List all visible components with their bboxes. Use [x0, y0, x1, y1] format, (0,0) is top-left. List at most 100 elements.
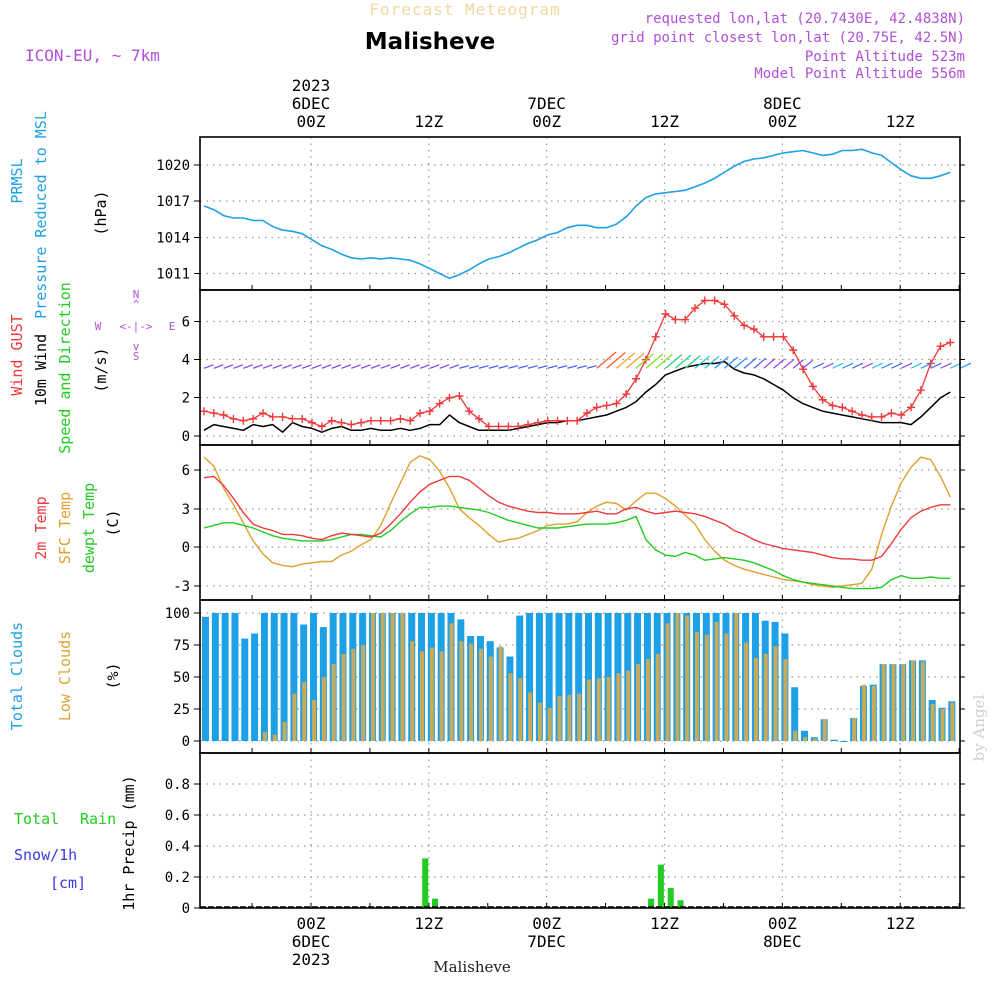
compass-down: v	[133, 340, 140, 353]
wind-arrow	[910, 362, 923, 369]
pressure-label-1: PRMSL	[8, 158, 26, 203]
precip-cm-label: [cm]	[50, 874, 86, 892]
wind-arrow	[684, 355, 701, 369]
total-clouds-bar	[840, 741, 848, 742]
wind-arrow	[459, 365, 470, 369]
total-clouds-bar	[280, 613, 288, 741]
low-clouds-bar	[498, 646, 503, 741]
watermark: by Angel	[970, 694, 988, 761]
pressure-unit: (hPa)	[92, 190, 110, 235]
gust-marker	[582, 409, 591, 418]
gust-marker	[308, 418, 317, 427]
gust-marker	[789, 346, 798, 355]
low-clouds-bar	[596, 678, 601, 741]
total-clouds-bar	[231, 613, 239, 741]
wind-arrow	[419, 364, 430, 369]
time-label-bottom: 6DEC	[292, 932, 331, 951]
wind-arrow	[606, 351, 626, 369]
wind-arrow	[743, 357, 757, 369]
low-clouds-bar	[370, 613, 375, 741]
time-label-top: 12Z	[886, 112, 915, 131]
low-clouds-bar	[341, 653, 346, 741]
total-clouds-bar	[575, 613, 583, 741]
gust-marker	[455, 391, 464, 400]
low-clouds-bar	[783, 659, 788, 741]
gust-marker	[573, 416, 582, 425]
total-clouds-bar	[545, 613, 553, 741]
time-label-top: 2023	[292, 76, 331, 95]
time-label-top: 7DEC	[527, 94, 566, 113]
low-clouds-label: Low Clouds	[56, 631, 74, 721]
total-clouds-bar	[270, 613, 278, 741]
low-clouds-bar	[537, 702, 542, 741]
precip-bar	[422, 858, 429, 908]
wind-arrow	[674, 354, 692, 369]
gust-marker	[720, 300, 729, 309]
total-clouds-bar	[565, 613, 573, 741]
time-label-bottom: 8DEC	[763, 932, 802, 951]
total-clouds-bar	[241, 638, 249, 741]
wind-arrow	[635, 353, 654, 369]
low-clouds-bar	[803, 737, 808, 741]
y-tick-label: 1017	[156, 194, 190, 210]
panel-frame	[199, 136, 961, 291]
wind-arrow	[645, 353, 664, 369]
gust-marker	[239, 416, 248, 425]
total-clouds-bar	[221, 613, 229, 741]
time-label-bottom: 00Z	[297, 914, 326, 933]
wind-arrow	[694, 355, 711, 369]
time-label-bottom: 00Z	[768, 914, 797, 933]
y-tick-label: -3	[173, 579, 190, 595]
low-clouds-bar	[920, 661, 925, 741]
low-clouds-bar	[508, 673, 513, 741]
y-tick-label: 75	[173, 638, 190, 654]
wind-arrow	[753, 357, 767, 369]
pressure-label-2: Pressure Reduced to MSL	[32, 111, 50, 319]
precip-snow-label: Snow/1h	[14, 846, 77, 864]
wind-arrow	[733, 356, 748, 369]
wind-arrow	[213, 364, 224, 369]
compass-s: S	[133, 350, 140, 363]
low-clouds-bar	[518, 678, 523, 741]
wind-arrow	[920, 362, 932, 369]
y-tick-label: 25	[173, 702, 190, 718]
low-clouds-bar	[429, 647, 434, 741]
time-label-top: 8DEC	[763, 94, 802, 113]
wind-arrow	[812, 362, 824, 369]
gust-marker	[504, 422, 513, 431]
low-clouds-bar	[449, 623, 454, 741]
temp-dewpt-label: dewpt Temp	[80, 483, 98, 573]
gust-marker	[907, 403, 916, 412]
low-clouds-bar	[675, 613, 680, 741]
total-clouds-bar	[791, 687, 799, 741]
low-clouds-bar	[420, 651, 425, 741]
y-tick-label: 3	[182, 502, 190, 518]
gust-marker	[278, 412, 287, 421]
low-clouds-bar	[861, 684, 866, 741]
wind-arrow	[792, 359, 804, 369]
low-clouds-bar	[272, 734, 277, 741]
y-tick-label: 0	[182, 901, 190, 917]
gust-marker	[799, 365, 808, 374]
temp-sfc-label: SFC Temp	[56, 492, 74, 564]
gust-marker	[710, 296, 719, 305]
low-clouds-bar	[626, 670, 631, 741]
low-clouds-bar	[459, 641, 464, 741]
closest-coords: grid point closest lon,lat (20.75E, 42.5…	[611, 30, 965, 46]
y-tick-label: 0.8	[165, 777, 190, 793]
gust-marker	[514, 422, 523, 431]
low-clouds-bar	[685, 615, 690, 741]
wind-arrow	[262, 364, 273, 369]
wind-arrow	[900, 362, 913, 369]
time-label-bottom: 12Z	[414, 914, 443, 933]
low-clouds-bar	[439, 651, 444, 741]
gust-marker	[867, 412, 876, 421]
wind-arrow	[380, 364, 391, 369]
gust-marker	[298, 414, 307, 423]
wind-arrow	[410, 364, 420, 369]
gust-marker	[376, 416, 385, 425]
gust-marker	[632, 374, 641, 383]
low-clouds-bar	[724, 633, 729, 741]
wind-arrow	[577, 365, 587, 369]
